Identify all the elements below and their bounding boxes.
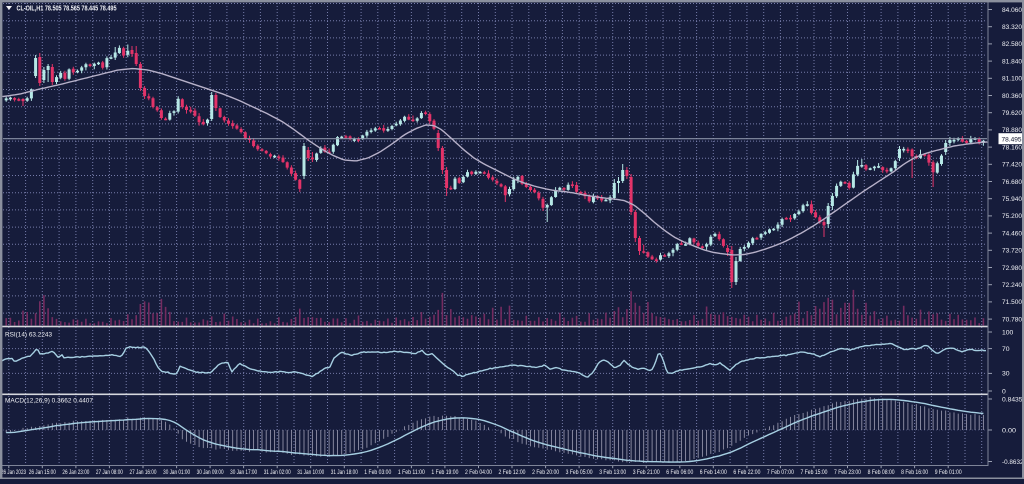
svg-text:8 Feb 16:00: 8 Feb 16:00 (901, 469, 928, 476)
svg-text:82.580: 82.580 (1002, 41, 1022, 48)
svg-text:79.620: 79.620 (1002, 110, 1022, 117)
svg-text:74.460: 74.460 (1002, 230, 1022, 237)
svg-text:1 Feb 03:00: 1 Feb 03:00 (364, 469, 391, 476)
svg-text:6 Feb 14:00: 6 Feb 14:00 (700, 469, 727, 476)
svg-text:0.00: 0.00 (1002, 427, 1016, 434)
svg-text:0.8435: 0.8435 (1002, 396, 1023, 403)
svg-text:78.160: 78.160 (1002, 144, 1022, 151)
svg-text:30 Jan 09:00: 30 Jan 09:00 (197, 469, 224, 476)
svg-text:0: 0 (1002, 388, 1006, 395)
svg-text:73.720: 73.720 (1002, 248, 1022, 255)
svg-text:71.500: 71.500 (1002, 299, 1022, 306)
svg-text:70.780: 70.780 (1002, 316, 1022, 323)
svg-text:30 Jan 17:00: 30 Jan 17:00 (230, 469, 257, 476)
svg-text:26 Jan 23:00: 26 Jan 23:00 (62, 469, 89, 476)
svg-text:6 Feb 06:00: 6 Feb 06:00 (666, 469, 693, 476)
svg-text:72.980: 72.980 (1002, 265, 1022, 272)
svg-text:31 Jan 02:00: 31 Jan 02:00 (264, 469, 291, 476)
svg-text:83.320: 83.320 (1002, 24, 1022, 31)
svg-text:72.240: 72.240 (1002, 282, 1022, 289)
svg-text:77.420: 77.420 (1002, 162, 1022, 169)
svg-text:MACD(12,26,9) 0.3662 0.4407: MACD(12,26,9) 0.3662 0.4407 (5, 398, 93, 405)
svg-text:78.880: 78.880 (1002, 127, 1022, 134)
svg-text:76.680: 76.680 (1002, 179, 1022, 186)
svg-text:7 Feb 15:00: 7 Feb 15:00 (801, 469, 828, 476)
svg-text:3 Feb 21:00: 3 Feb 21:00 (633, 469, 660, 476)
svg-text:31 Jan 10:00: 31 Jan 10:00 (297, 469, 324, 476)
svg-text:1 Feb 11:00: 1 Feb 11:00 (398, 469, 425, 476)
svg-text:100: 100 (1002, 329, 1014, 336)
svg-text:1 Feb 19:00: 1 Feb 19:00 (431, 469, 458, 476)
svg-text:7 Feb 23:00: 7 Feb 23:00 (834, 469, 861, 476)
svg-text:75.940: 75.940 (1002, 196, 1022, 203)
svg-text:7 Feb 07:00: 7 Feb 07:00 (767, 469, 794, 476)
svg-text:30 Jan 01:00: 30 Jan 01:00 (163, 469, 190, 476)
svg-text:80.360: 80.360 (1002, 93, 1022, 100)
svg-text:81.840: 81.840 (1002, 58, 1022, 65)
svg-text:27 Jan 08:00: 27 Jan 08:00 (96, 469, 123, 476)
svg-text:30: 30 (1002, 371, 1010, 378)
svg-text:78.495: 78.495 (1002, 136, 1022, 143)
svg-text:2 Feb 20:00: 2 Feb 20:00 (532, 469, 559, 476)
svg-text:31 Jan 18:00: 31 Jan 18:00 (331, 469, 358, 476)
svg-text:-0.8632: -0.8632 (1002, 459, 1024, 466)
svg-text:RSI(14) 63.2243: RSI(14) 63.2243 (5, 332, 52, 339)
svg-text:26 Jan 2023: 26 Jan 2023 (1, 469, 26, 476)
svg-text:8 Feb 08:00: 8 Feb 08:00 (868, 469, 895, 476)
svg-text:9 Feb 01:00: 9 Feb 01:00 (935, 469, 962, 476)
svg-text:84.060: 84.060 (1002, 7, 1022, 14)
svg-text:27 Jan 16:00: 27 Jan 16:00 (130, 469, 157, 476)
svg-text:CL-OIL,H1 78.505 78.565 78.44: CL-OIL,H1 78.505 78.565 78.445 78.495 (17, 3, 117, 12)
svg-text:3 Feb 05:00: 3 Feb 05:00 (566, 469, 593, 476)
svg-text:81.100: 81.100 (1002, 76, 1022, 83)
svg-text:3 Feb 13:00: 3 Feb 13:00 (599, 469, 626, 476)
svg-text:70: 70 (1002, 346, 1010, 353)
svg-text:2 Feb 04:00: 2 Feb 04:00 (465, 469, 492, 476)
svg-text:2 Feb 12:00: 2 Feb 12:00 (499, 469, 526, 476)
svg-text:26 Jan 15:00: 26 Jan 15:00 (29, 469, 56, 476)
svg-text:75.200: 75.200 (1002, 213, 1022, 220)
svg-text:6 Feb 22:00: 6 Feb 22:00 (733, 469, 760, 476)
